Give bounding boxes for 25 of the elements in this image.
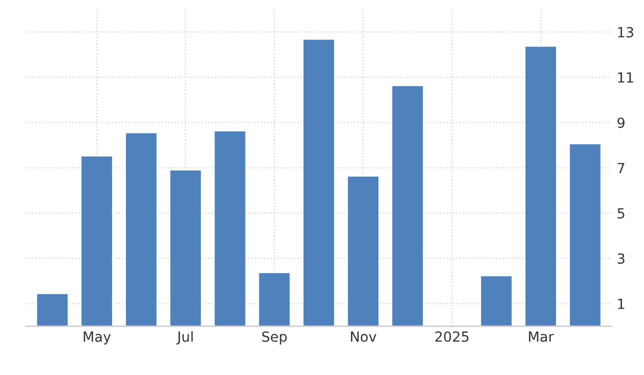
bar xyxy=(258,272,292,326)
bar xyxy=(302,38,336,326)
x-tick-label: Jul xyxy=(176,331,193,344)
bar xyxy=(36,292,70,326)
x-tick-label: 2025 xyxy=(435,331,468,342)
x-tick-label: Mar xyxy=(529,332,554,342)
bar xyxy=(480,274,514,326)
x-tick-label: Sep xyxy=(262,331,287,345)
bar xyxy=(346,175,380,326)
y-tick-label: 7 xyxy=(618,162,624,174)
bar xyxy=(524,45,558,326)
y-tick-label: 9 xyxy=(618,118,625,128)
y-tick-label: 11 xyxy=(618,72,634,83)
y-tick-label: 5 xyxy=(618,208,624,219)
y-tick-label: 3 xyxy=(618,253,624,264)
y-tick-label: 1 xyxy=(618,298,624,309)
bar xyxy=(568,142,602,326)
bar xyxy=(390,84,424,326)
y-tick-label: 13 xyxy=(618,26,634,38)
bar xyxy=(168,169,202,326)
bar xyxy=(124,132,158,326)
x-tick-label: May xyxy=(84,332,111,345)
x-tick-label: Nov xyxy=(350,332,376,342)
bar xyxy=(80,155,114,326)
bar xyxy=(213,130,247,326)
